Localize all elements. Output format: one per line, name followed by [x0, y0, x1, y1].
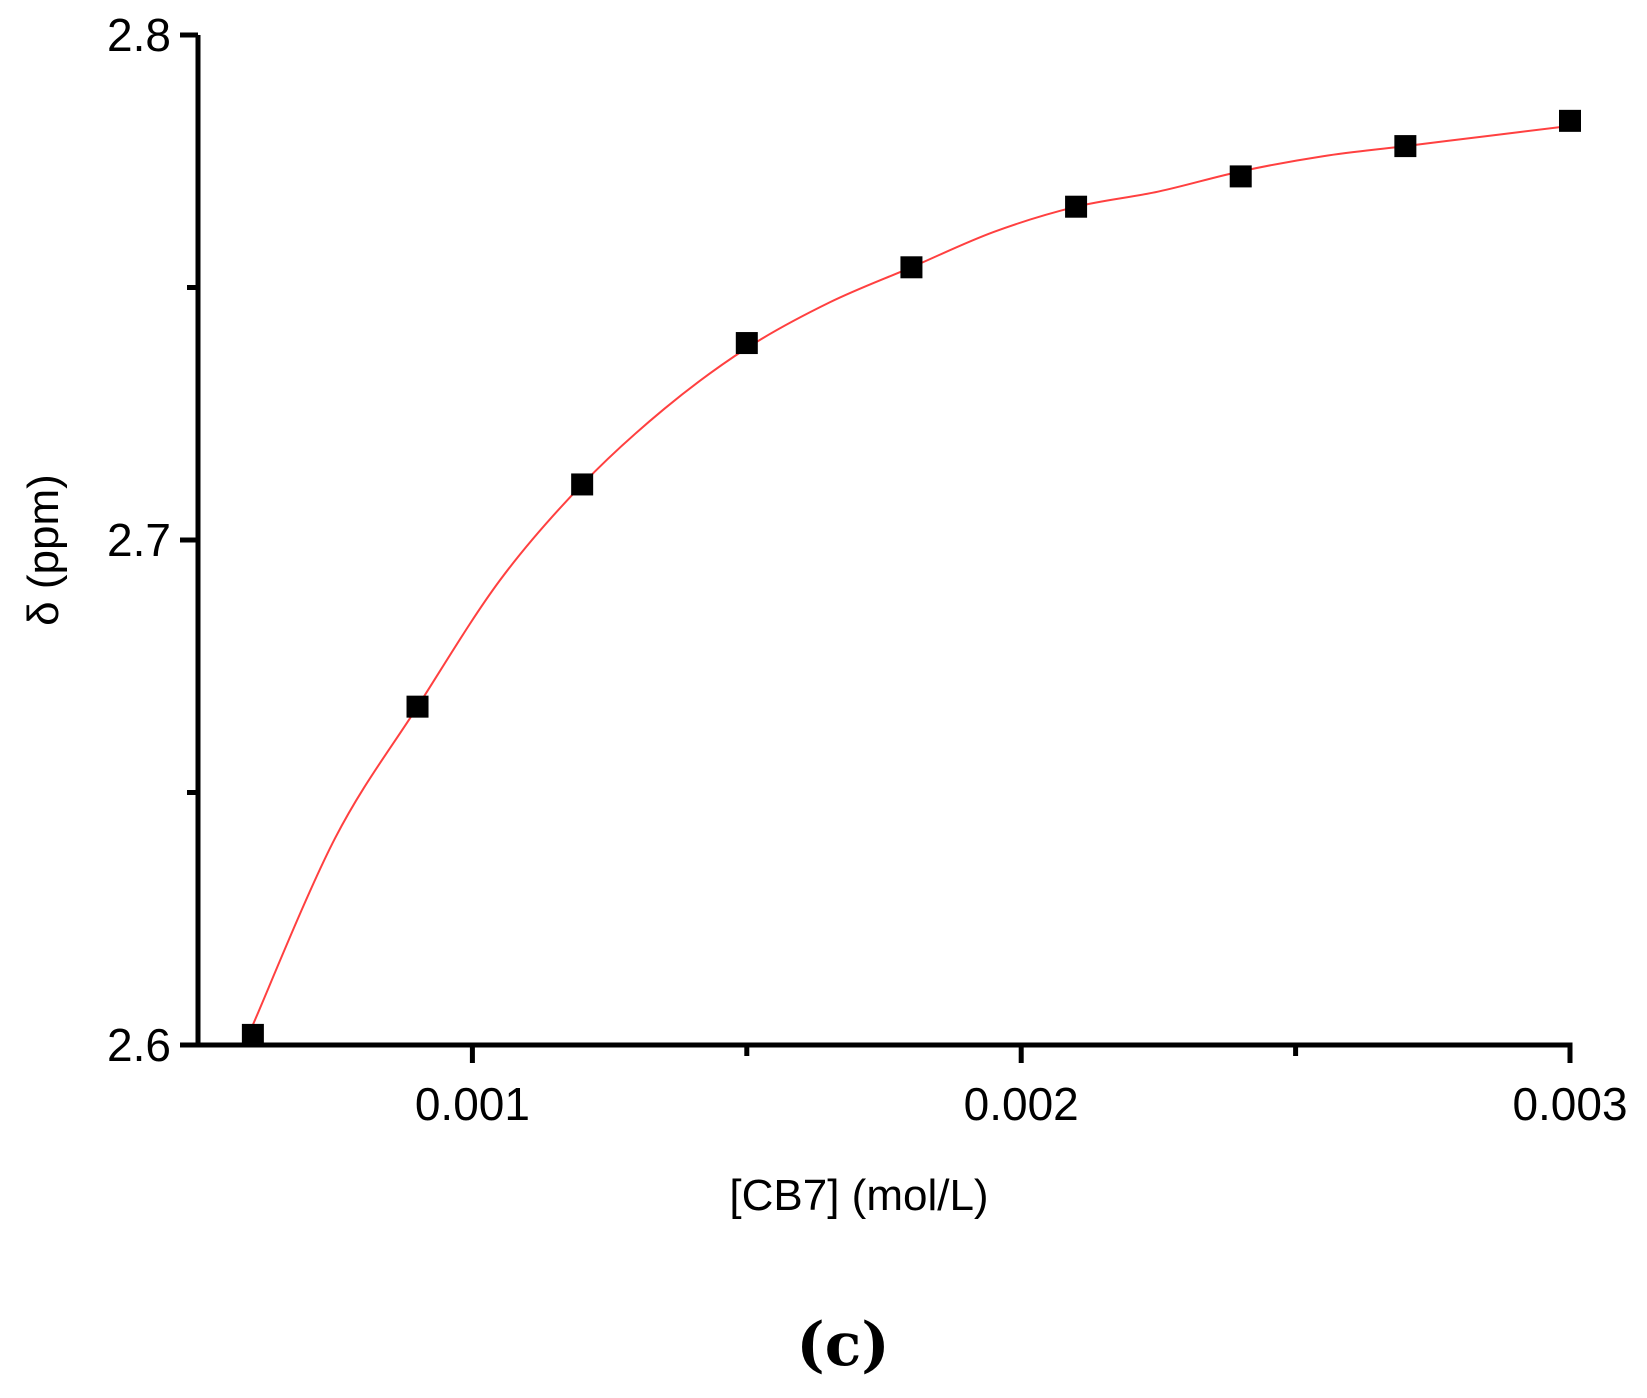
y-axis-title: δ (ppm): [19, 474, 68, 626]
data-point: [1394, 135, 1417, 158]
fit-curve: [251, 124, 1571, 1026]
data-point: [241, 1023, 264, 1046]
panel-label: (c): [796, 1310, 889, 1380]
fit-layer: [251, 124, 1571, 1026]
x-tick-label: 0.001: [415, 1078, 530, 1130]
data-point: [1065, 195, 1088, 218]
data-point: [1229, 165, 1252, 188]
data-point: [406, 695, 429, 718]
x-tick-label: 0.002: [964, 1078, 1079, 1130]
y-tick-label: 2.6: [107, 1019, 171, 1071]
y-tick-label: 2.8: [107, 9, 171, 61]
data-point: [571, 473, 594, 496]
data-point: [1559, 109, 1581, 132]
data-point: [900, 256, 923, 279]
x-tick-label: 0.003: [1512, 1078, 1627, 1130]
ticks-layer: 0.001 0.002 0.003 2.6 2.7 2.8: [107, 9, 1628, 1130]
data-point: [735, 332, 758, 355]
x-axis-title: [CB7] (mol/L): [729, 1171, 988, 1220]
y-tick-label: 2.7: [107, 514, 171, 566]
points-layer: [241, 109, 1581, 1046]
axes-layer: [195, 35, 1573, 1048]
